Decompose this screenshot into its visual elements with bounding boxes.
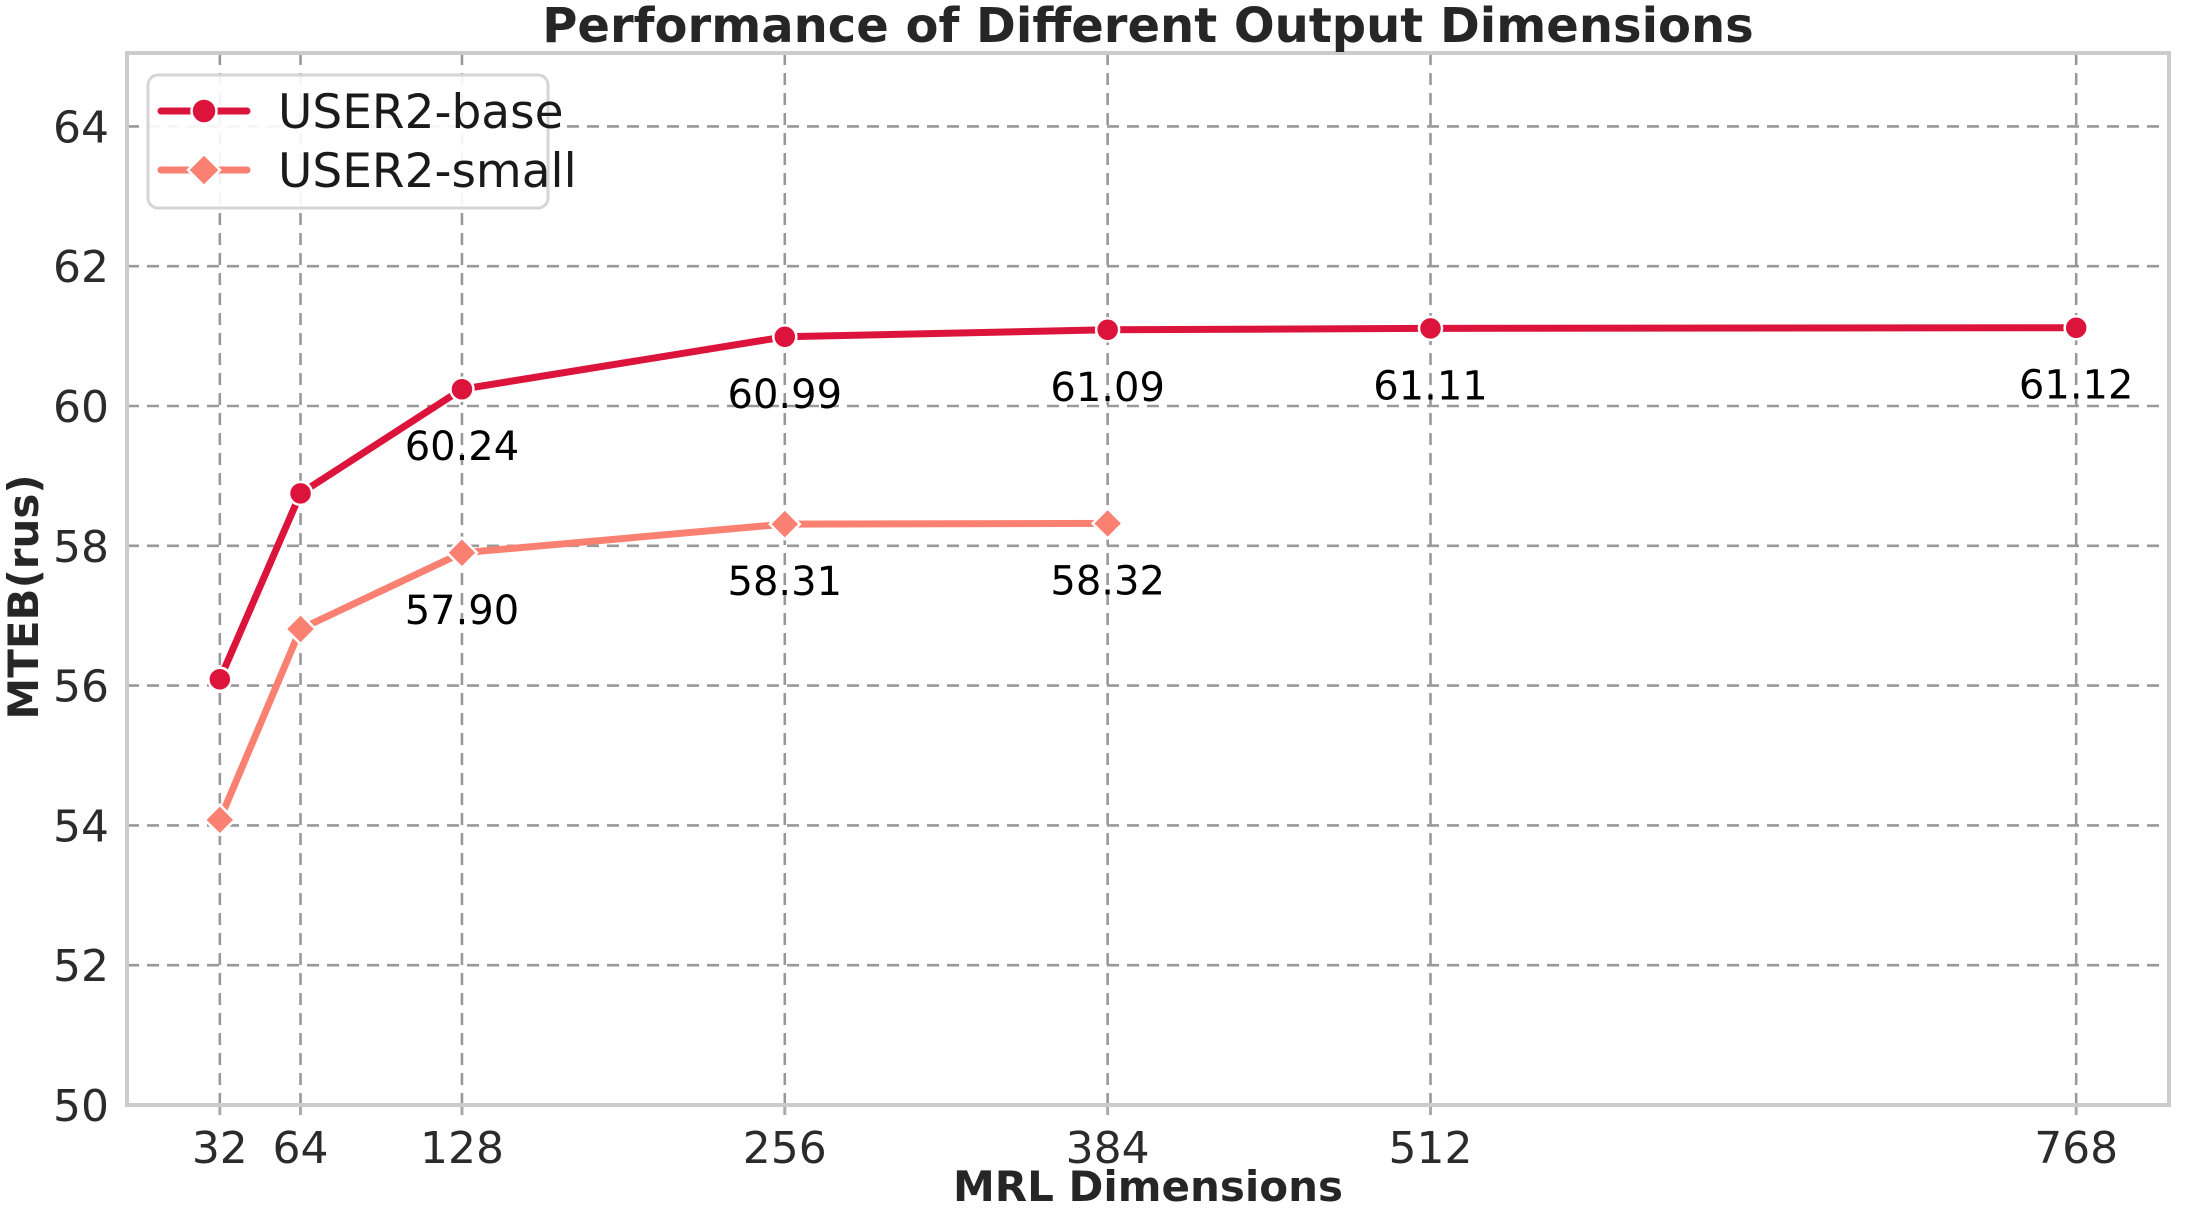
x-tick-label: 768 (2034, 1123, 2118, 1174)
y-axis-label: MTEB(rus) (0, 474, 48, 719)
x-tick-label: 32 (192, 1123, 248, 1174)
data-point-marker-circle (449, 376, 475, 402)
x-tick-label: 512 (1388, 1123, 1472, 1174)
y-tick-label: 62 (53, 242, 109, 293)
y-tick-label: 60 (53, 382, 109, 433)
data-point-label: 58.31 (728, 559, 843, 605)
data-point-marker-diamond (283, 612, 318, 646)
data-point-marker-circle (190, 97, 218, 125)
legend-item-label: USER2-base (278, 85, 564, 140)
legend-item: USER2-small (157, 144, 577, 199)
data-point-marker-circle (1094, 317, 1121, 343)
series-layer (203, 314, 2089, 837)
data-point-label: 61.12 (2019, 363, 2134, 409)
data-point-marker-circle (772, 324, 798, 350)
data-point-marker-diamond (203, 803, 237, 837)
x-tick-label: 256 (743, 1123, 827, 1174)
x-axis-label: MRL Dimensions (953, 1162, 1343, 1211)
data-point-label: 57.90 (405, 588, 520, 634)
tick-label-layer: 32 64 128 256 384 512 768 50 52 54 56 58 60 62 64 (53, 102, 2118, 1174)
y-tick-label: 64 (53, 102, 109, 153)
data-point-label: 61.11 (1373, 363, 1488, 409)
x-tick-label: 128 (420, 1123, 504, 1174)
x-tick-label: 384 (1066, 1123, 1150, 1174)
y-tick-label: 50 (53, 1081, 109, 1132)
spine-layer (125, 51, 2171, 1107)
data-point-label: 58.32 (1050, 558, 1165, 604)
chart-title: Performance of Different Output Dimensio… (542, 0, 1753, 54)
y-tick-label: 52 (53, 941, 109, 992)
legend-item-label: USER2-small (278, 144, 577, 199)
data-point-marker-circle (2063, 314, 2089, 341)
data-point-label: 60.99 (728, 372, 843, 418)
series-line-USER2-small (216, 519, 1112, 824)
data-point-marker-circle (287, 480, 314, 507)
plot-border (125, 51, 2171, 1107)
legend-item: USER2-base (157, 85, 564, 140)
data-point-marker-diamond (768, 507, 802, 541)
data-label-layer: 60.24 60.99 61.09 61.11 61.12 57.90 58.31 58.32 (405, 363, 2134, 634)
data-point-label: 60.24 (405, 424, 520, 470)
data-point-marker-diamond (186, 152, 222, 188)
data-point-marker-diamond (1090, 506, 1125, 541)
y-tick-label: 58 (53, 522, 109, 573)
y-tick-label: 56 (53, 662, 109, 713)
data-point-marker-circle (1417, 315, 1444, 342)
data-point-label: 61.09 (1050, 365, 1165, 411)
y-tick-label: 54 (53, 801, 109, 852)
data-point-marker-diamond (445, 536, 479, 570)
x-tick-label: 64 (273, 1123, 329, 1174)
data-point-marker-circle (207, 666, 233, 693)
